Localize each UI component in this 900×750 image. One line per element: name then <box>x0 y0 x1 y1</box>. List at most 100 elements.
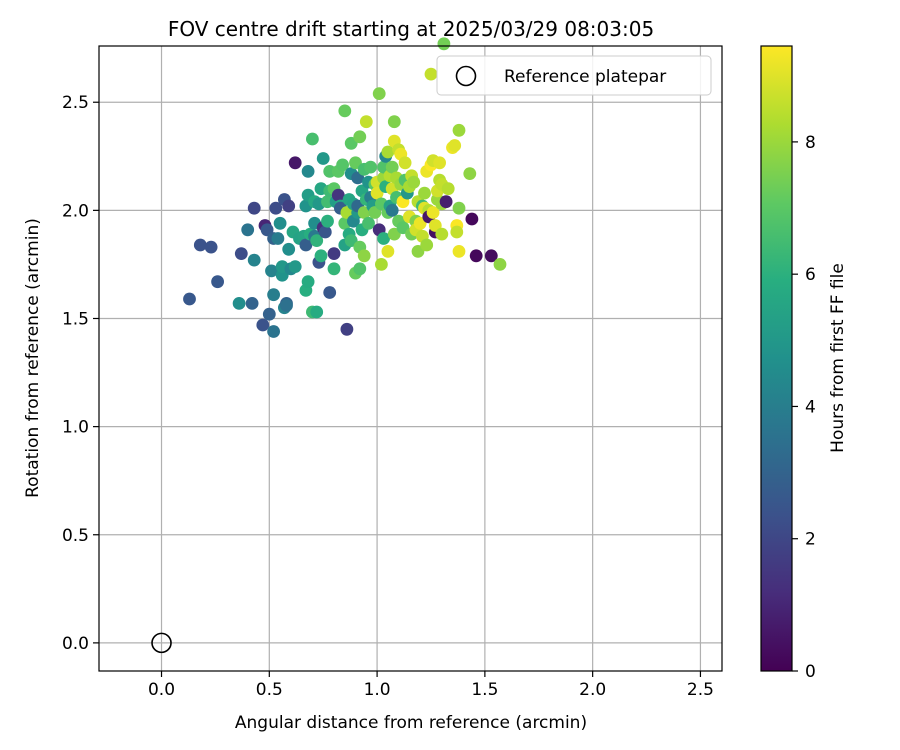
reference-marker <box>151 632 172 654</box>
data-point <box>183 292 196 306</box>
data-point <box>437 37 451 51</box>
data-point <box>265 264 278 278</box>
data-point <box>448 139 462 152</box>
data-point <box>301 165 315 178</box>
data-point <box>364 160 377 174</box>
data-point <box>433 156 446 170</box>
chart-title: FOV centre drift starting at 2025/03/29 … <box>168 17 654 41</box>
data-point <box>331 188 345 202</box>
data-point <box>269 201 283 215</box>
data-point <box>377 232 390 245</box>
data-point <box>271 232 285 245</box>
data-point <box>267 325 280 338</box>
x-tick-label: 1.5 <box>471 680 498 700</box>
data-point <box>288 260 302 273</box>
data-point <box>385 160 399 174</box>
data-point <box>273 216 287 230</box>
legend-label: Reference platepar <box>504 67 666 87</box>
data-point <box>407 175 421 189</box>
y-tick-label: 1.5 <box>62 309 89 329</box>
data-point <box>310 305 324 319</box>
data-point <box>299 238 313 252</box>
data-point <box>452 201 466 215</box>
data-point <box>424 67 438 81</box>
data-point <box>359 115 373 129</box>
data-point <box>323 286 337 299</box>
data-point <box>381 245 395 258</box>
colorbar-tick-label: 6 <box>805 265 816 285</box>
data-point <box>439 195 453 209</box>
colorbar-tick-label: 4 <box>805 397 816 417</box>
data-point <box>306 132 319 146</box>
data-point <box>375 258 388 271</box>
data-point <box>316 152 330 165</box>
data-point <box>280 299 293 312</box>
data-point <box>353 262 367 276</box>
x-tick-label: 0.0 <box>148 680 175 700</box>
colorbar-ticks: 0 2 4 6 8 <box>792 133 816 682</box>
data-point <box>267 288 280 302</box>
data-point <box>463 167 477 181</box>
data-point <box>318 225 332 239</box>
data-point <box>441 182 455 196</box>
data-point <box>357 249 371 263</box>
data-point <box>314 249 328 263</box>
data-point <box>262 307 276 321</box>
data-point <box>282 199 296 213</box>
colorbar: 0 2 4 6 8 Hours from first FF file <box>760 45 848 682</box>
data-point <box>204 240 218 254</box>
data-point <box>256 318 270 332</box>
y-tick-label: 0.5 <box>62 526 89 546</box>
data-point <box>469 249 483 263</box>
y-tick-label: 0.0 <box>62 634 89 654</box>
colorbar-tick-label: 0 <box>805 662 816 682</box>
data-point <box>245 297 259 310</box>
data-point <box>310 234 324 248</box>
data-point <box>340 322 354 336</box>
data-point <box>387 115 401 129</box>
legend: Reference platepar <box>436 55 712 96</box>
data-point <box>353 130 367 144</box>
plot-frame <box>98 45 723 672</box>
data-point <box>452 123 466 137</box>
data-point <box>450 225 464 239</box>
x-tick-label: 0.5 <box>256 680 283 700</box>
grid <box>99 46 722 671</box>
data-point <box>301 275 315 289</box>
data-point <box>247 201 261 215</box>
data-point <box>465 212 479 226</box>
x-axis-label: Angular distance from reference (arcmin) <box>235 713 587 733</box>
data-point <box>241 223 255 237</box>
legend-marker-icon <box>455 65 477 87</box>
data-point <box>211 275 225 289</box>
data-point <box>452 245 466 258</box>
x-axis-ticks: 0.0 0.5 1.0 1.5 2.0 2.5 <box>148 671 714 700</box>
data-point <box>385 204 399 217</box>
colorbar-tick-label: 2 <box>805 530 816 550</box>
colorbar-gradient <box>760 45 793 672</box>
x-tick-label: 1.0 <box>364 680 391 700</box>
colorbar-tick-label: 8 <box>805 133 816 153</box>
data-point <box>372 87 386 100</box>
data-point <box>420 238 434 252</box>
data-point <box>336 158 349 172</box>
data-point <box>338 104 352 118</box>
data-point <box>398 156 412 170</box>
x-tick-label: 2.0 <box>579 680 606 700</box>
data-point <box>247 253 261 267</box>
data-point <box>362 216 375 230</box>
y-tick-label: 1.0 <box>62 418 89 438</box>
legend-box <box>436 55 712 96</box>
data-point <box>288 156 302 170</box>
data-point <box>349 156 362 170</box>
data-point <box>418 186 431 200</box>
data-point <box>193 238 207 252</box>
data-point <box>381 145 395 159</box>
y-tick-label: 2.5 <box>62 93 89 113</box>
data-point <box>282 242 296 256</box>
colorbar-label: Hours from first FF file <box>828 263 848 453</box>
data-point <box>321 214 334 228</box>
data-point <box>232 297 246 310</box>
data-point <box>234 247 248 260</box>
